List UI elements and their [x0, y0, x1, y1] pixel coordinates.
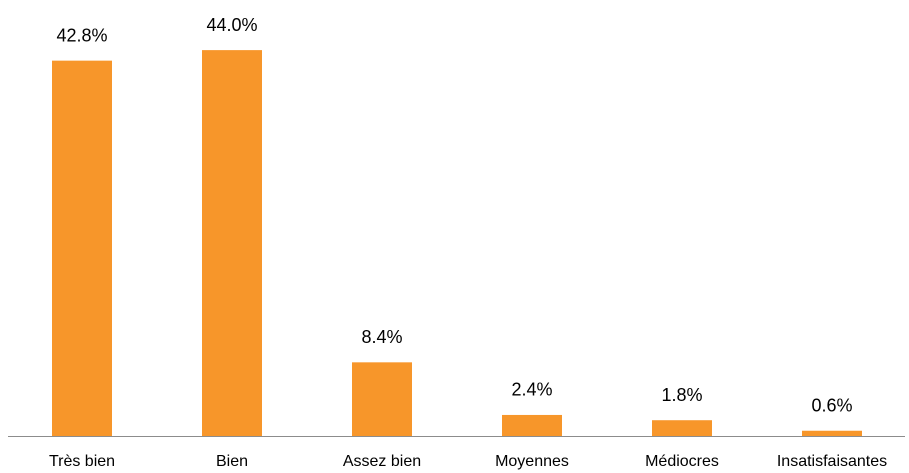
value-label: 2.4% — [511, 380, 552, 400]
bar — [652, 420, 712, 436]
value-label: 42.8% — [56, 25, 107, 45]
value-label: 0.6% — [811, 395, 852, 415]
x-tick-label: Médiocres — [645, 453, 719, 470]
x-tick-label: Très bien — [49, 453, 115, 470]
value-label: 44.0% — [206, 15, 257, 35]
x-tick-label: Bien — [216, 453, 248, 470]
x-tick-label: Assez bien — [343, 453, 421, 470]
value-label: 8.4% — [361, 327, 402, 347]
bar — [52, 60, 112, 436]
x-tick-label: Insatisfaisantes — [777, 453, 887, 470]
x-tick-label: Moyennes — [495, 453, 569, 470]
bar — [502, 414, 562, 436]
bar — [202, 50, 262, 437]
bar — [352, 362, 412, 436]
bar — [802, 430, 862, 436]
value-label: 1.8% — [661, 385, 702, 405]
